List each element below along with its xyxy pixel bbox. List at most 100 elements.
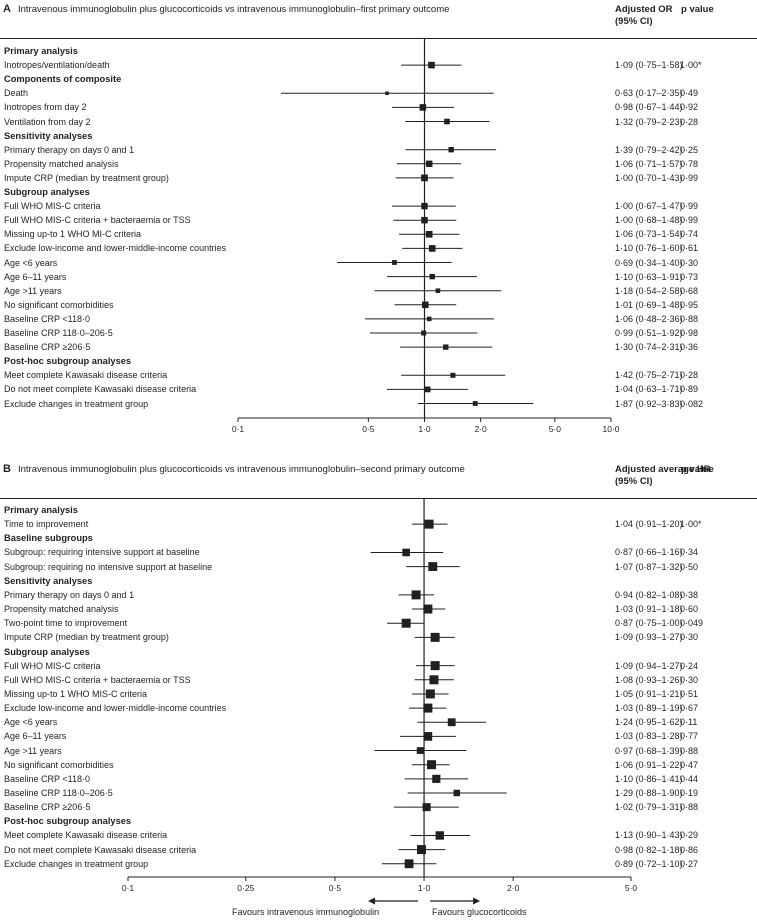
panel-letter: A [3, 3, 11, 15]
estimate-ci-text: 1·39 (0·79–2·42) [615, 144, 683, 155]
point-estimate-marker [432, 774, 441, 783]
point-estimate-marker [423, 732, 433, 741]
row-label: Full WHO MIS-C criteria [4, 660, 101, 671]
section-title: Baseline subgroups [4, 533, 93, 544]
point-estimate-marker [453, 789, 461, 797]
estimate-ci-text: 1·10 (0·63–1·91) [615, 271, 683, 282]
point-estimate-marker [421, 202, 428, 210]
p-value-text: 0·19 [680, 788, 699, 798]
p-value-text: 1·00* [680, 519, 702, 530]
section-header-row: Primary analysis [0, 503, 757, 517]
point-estimate-marker [422, 301, 429, 309]
estimate-ci-text: 1·09 (0·93–1·27) [615, 632, 683, 643]
point-estimate-marker [419, 104, 427, 111]
data-row: Age 6–11 years 1·03 (0·83–1·28) 0·77 [0, 729, 757, 743]
point-estimate-marker [427, 760, 437, 770]
data-row: Meet complete Kawasaki disease criteria 1… [0, 828, 757, 842]
data-row: Full WHO MIS-C criteria + bacteraemia or… [0, 213, 757, 227]
data-row: Death 0·63 (0·17–2·35) 0·49 [0, 86, 757, 100]
row-label: Time to improvement [4, 519, 89, 530]
data-row: No significant comorbidities 1·01 (0·69–1… [0, 298, 757, 312]
section-header-row: Primary analysis [0, 44, 757, 58]
estimate-header-line1: Adjusted average HR [615, 464, 711, 475]
row-label: Death [4, 88, 29, 99]
p-value-text: 0·11 [680, 717, 698, 728]
p-value-text: 0·082 [680, 398, 704, 409]
p-value-text: 0·44 [680, 773, 699, 784]
favours-right-label: Favours glucocorticoids [432, 907, 527, 917]
point-estimate-marker [450, 372, 456, 378]
estimate-ci-text: 0·87 (0·66–1·16) [615, 547, 683, 558]
point-estimate-marker [428, 245, 436, 252]
data-row: Baseline CRP <118·0 1·10 (0·86–1·41) 0·44 [0, 772, 757, 786]
p-value-text: 0·49 [680, 88, 699, 99]
row-label: Full WHO MIS-C criteria + bacteraemia or… [4, 215, 191, 226]
favours-left-arrowhead [368, 897, 376, 905]
point-estimate-marker [428, 562, 438, 572]
data-row: Baseline CRP <118·0 1·06 (0·48–2·36) 0·88 [0, 312, 757, 326]
row-label: Two-point time to improvement [4, 618, 128, 629]
p-value-text: 0·92 [680, 102, 699, 113]
point-estimate-marker [435, 288, 441, 293]
row-label: Exclude changes in treatment group [4, 398, 149, 409]
point-estimate-marker [423, 604, 433, 614]
row-label: Age <6 years [4, 257, 58, 268]
row-label: Subgroup: requiring no intensive support… [4, 561, 213, 572]
panel-title: Intravenous immunoglobulin plus glucocor… [18, 4, 450, 15]
data-row: Inotropes from day 2 0·98 (0·67–1·44) 0·92 [0, 100, 757, 114]
row-label: Baseline CRP ≥206·5 [4, 802, 91, 813]
data-row: Baseline CRP ≥206·5 1·02 (0·79–1·31) 0·88 [0, 800, 757, 814]
row-label: Exclude low-income and lower-middle-inco… [4, 243, 227, 254]
data-row: Age >11 years 0·97 (0·68–1·39) 0·88 [0, 744, 757, 758]
estimate-ci-text: 1·04 (0·91–1·20) [615, 519, 683, 530]
estimate-ci-text: 1·32 (0·79–2·23) [615, 116, 683, 127]
section-header-row: Baseline subgroups [0, 531, 757, 545]
row-label: Inotropes from day 2 [4, 102, 87, 113]
p-value-text: 0·77 [680, 731, 699, 742]
p-value-text: 0·47 [680, 759, 699, 770]
p-value-text: 0·25 [680, 144, 699, 155]
data-row: Ventilation from day 2 1·32 (0·79–2·23) 0·… [0, 115, 757, 129]
section-header-row: Post-hoc subgroup analyses [0, 354, 757, 368]
estimate-ci-text: 1·03 (0·83–1·28) [615, 731, 683, 742]
row-label: Meet complete Kawasaki disease criteria [4, 370, 168, 381]
data-row: Primary therapy on days 0 and 1 0·94 (0·8… [0, 588, 757, 602]
estimate-ci-text: 0·98 (0·67–1·44) [615, 102, 683, 113]
point-estimate-marker [444, 118, 450, 125]
section-title: Post-hoc subgroup analyses [4, 816, 132, 827]
point-estimate-marker [421, 174, 428, 182]
header-rule [0, 38, 757, 39]
estimate-ci-text: 1·03 (0·89–1·19) [615, 703, 683, 714]
p-value-text: 0·28 [680, 116, 699, 127]
estimate-ci-text: 1·03 (0·91–1·18) [615, 604, 683, 615]
data-row: Exclude changes in treatment group 1·87 (… [0, 397, 757, 411]
x-tick-label: 1·0 [418, 424, 431, 434]
estimate-ci-text: 0·94 (0·82–1·08) [615, 589, 683, 600]
row-label: No significant comorbidities [4, 299, 114, 310]
data-row: Exclude low-income and lower-middle-inco… [0, 701, 757, 715]
section-title: Primary analysis [4, 505, 78, 515]
estimate-ci-text: 0·63 (0·17–2·35) [615, 88, 683, 99]
estimate-ci-text: 0·97 (0·68–1·39) [615, 745, 683, 756]
x-tick-label: 1·0 [418, 883, 431, 893]
estimate-ci-text: 1·42 (0·75–2·71) [615, 370, 683, 381]
section-title: Components of composite [4, 74, 122, 85]
panel-letter: B [3, 463, 11, 475]
data-row: Do not meet complete Kawasaki disease cr… [0, 843, 757, 857]
data-row: Propensity matched analysis 1·03 (0·91–1·… [0, 602, 757, 616]
estimate-column-header: Adjusted OR (95% CI) [615, 4, 673, 28]
point-estimate-marker [448, 146, 454, 153]
row-label: Inotropes/ventilation/death [4, 60, 110, 71]
p-value-text: 0·60 [680, 604, 699, 615]
data-row: Age <6 years 1·24 (0·95–1·62) 0·11 [0, 715, 757, 729]
x-tick-label: 0·5 [362, 424, 375, 434]
x-tick-label: 5·0 [549, 424, 562, 434]
data-row: Exclude changes in treatment group 0·89 (… [0, 857, 757, 871]
x-tick-label: 5·0 [625, 883, 638, 893]
estimate-ci-text: 1·06 (0·91–1·22) [615, 759, 683, 770]
section-title: Primary analysis [4, 46, 78, 56]
point-estimate-marker [401, 618, 411, 628]
row-label: Subgroup: requiring intensive support at… [4, 547, 200, 558]
row-label: Age <6 years [4, 717, 58, 728]
point-estimate-marker [425, 689, 435, 699]
